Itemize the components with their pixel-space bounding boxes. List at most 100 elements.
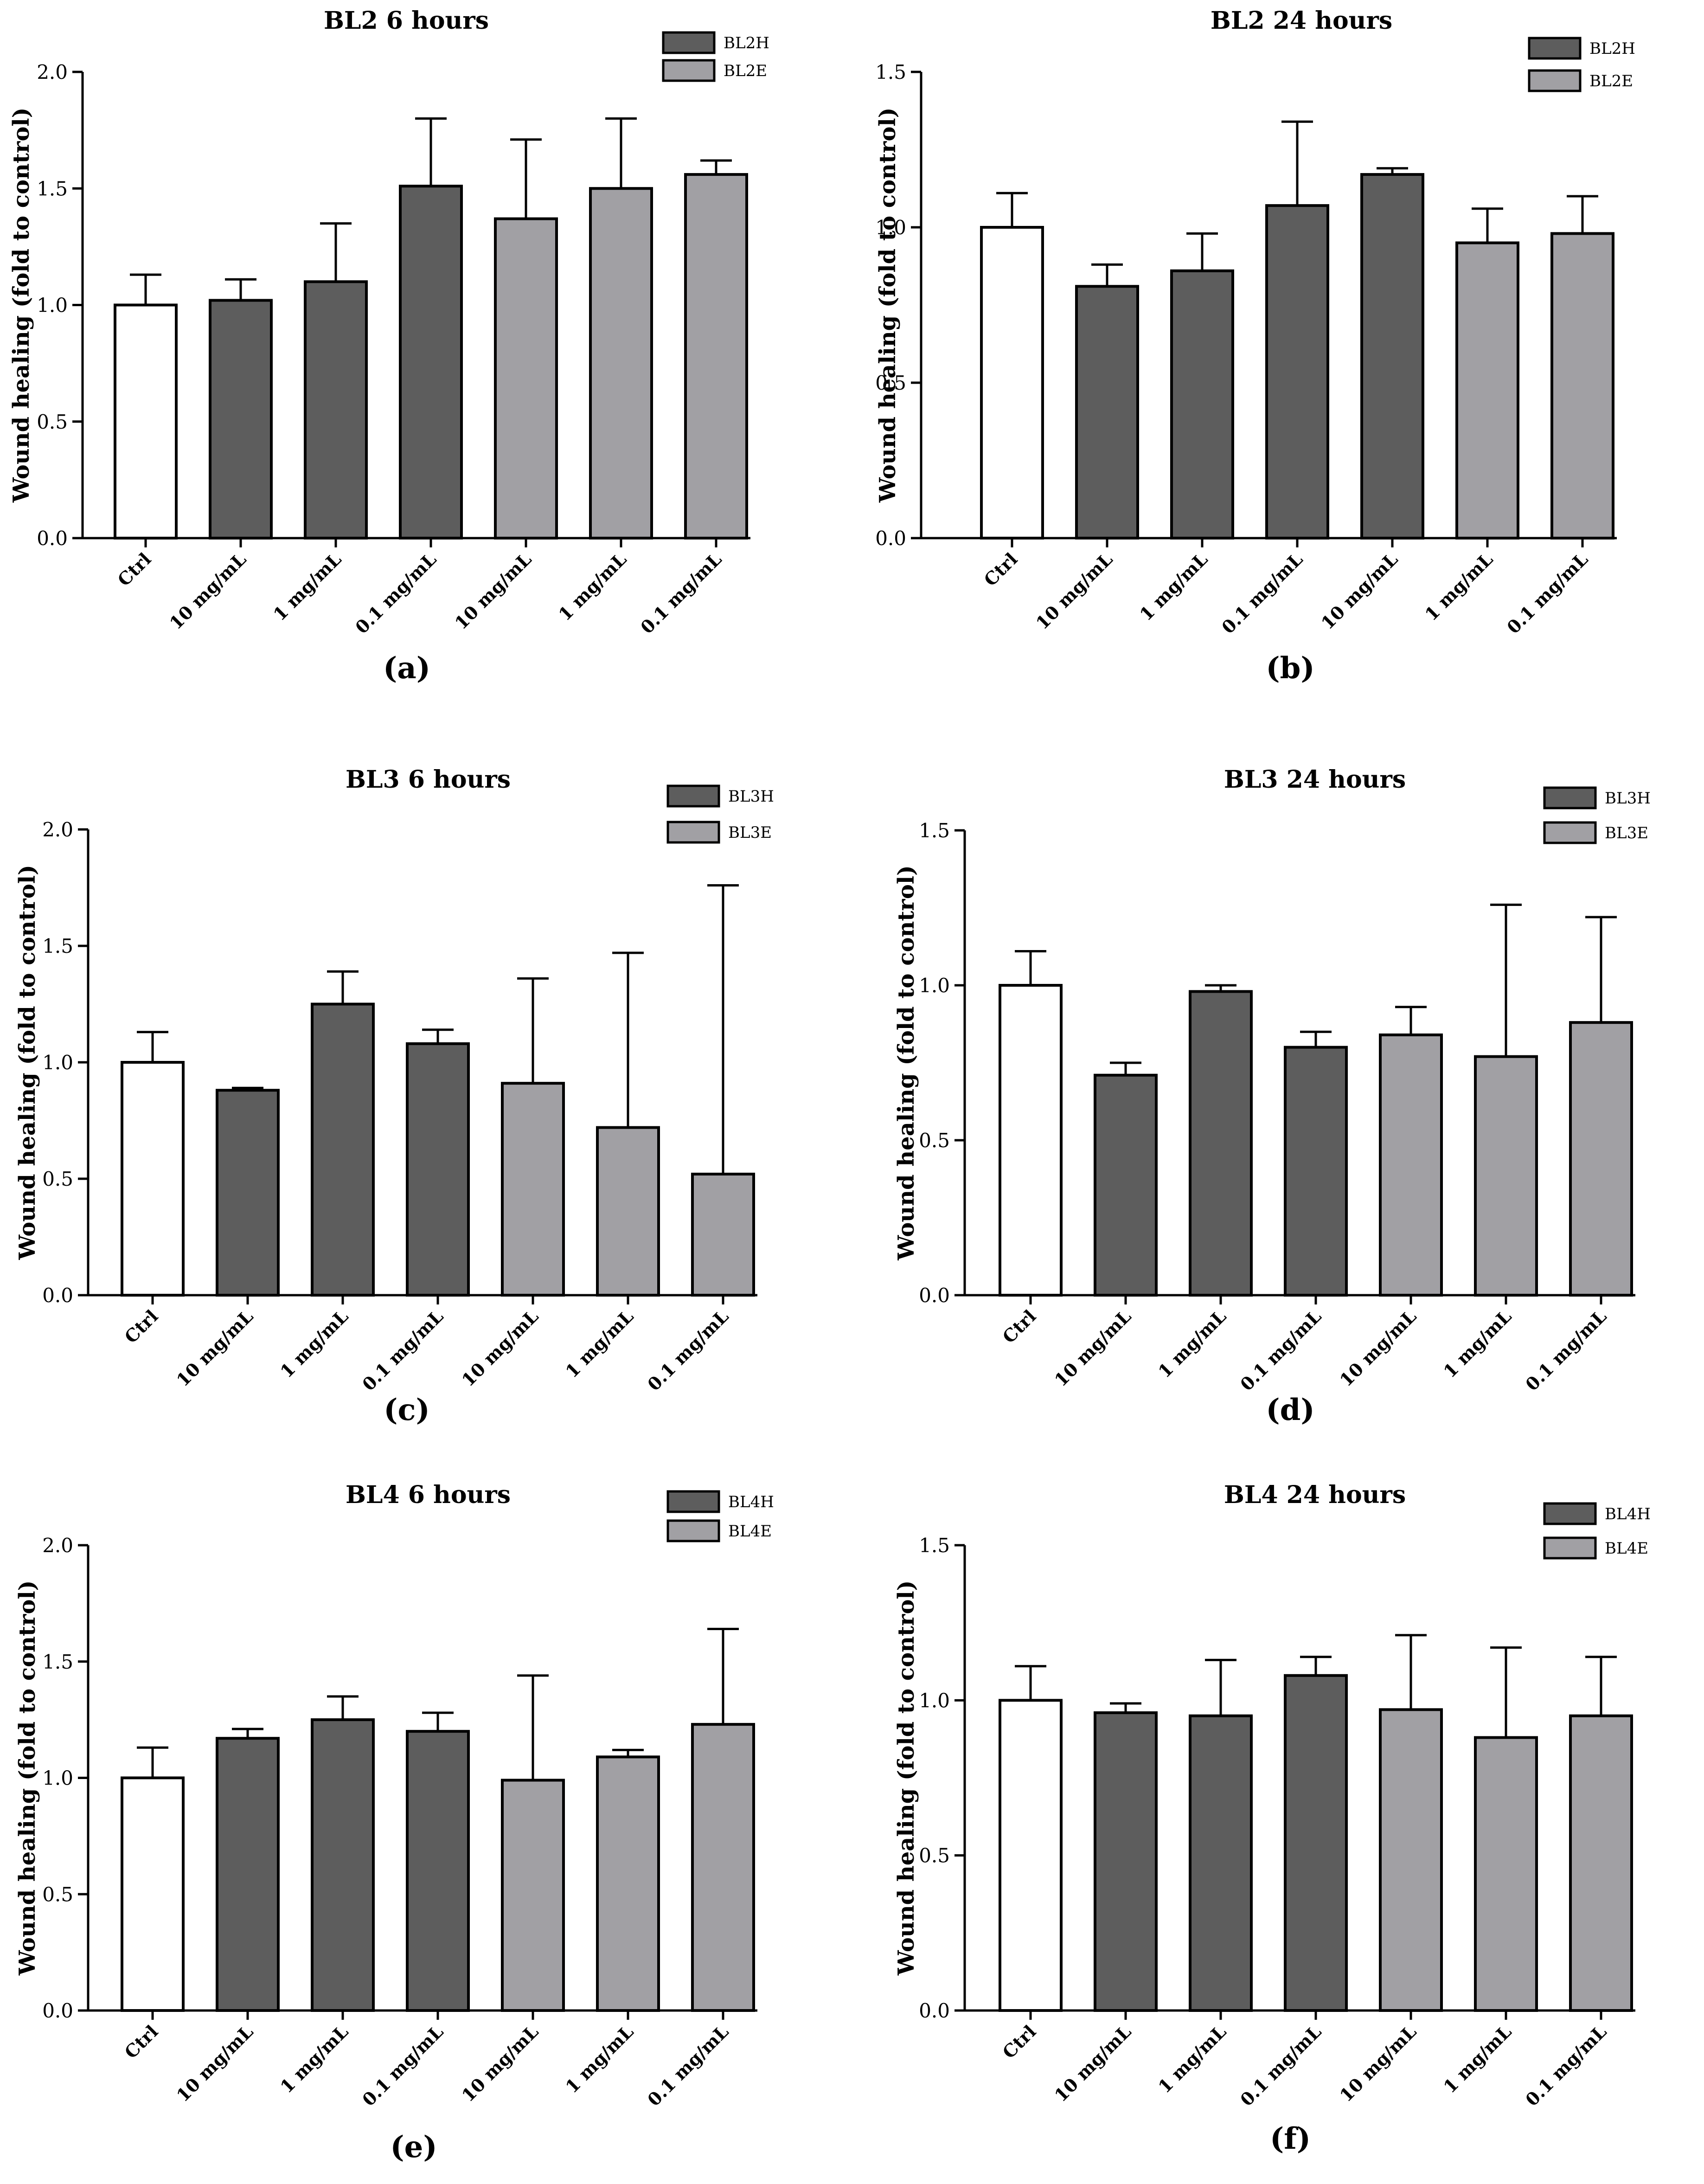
y-tick-label: 1.0 [875,216,906,239]
panel-label: (f) [1270,2121,1311,2156]
chart-title: BL2 24 hours [1211,6,1392,35]
x-tick-label: 0.1 mg/mL [358,1306,447,1395]
bar-h-3 [1284,1046,1348,1297]
x-tick-label: 1 mg/mL [1154,2021,1230,2097]
bar-e-5 [596,1755,660,2012]
legend-swatch-0 [1528,37,1582,60]
x-tick-label: 1 mg/mL [1439,2021,1515,2097]
bar-e-6 [691,1172,755,1297]
legend-entry: BL3H [728,787,774,806]
x-tick-label: 1 mg/mL [561,1306,637,1382]
x-tick-label: 10 mg/mL [1050,1306,1135,1391]
x-tick-label: 10 mg/mL [165,549,250,634]
x-tick-label: 0.1 mg/mL [1236,2021,1325,2110]
legend-entry: BL4H [728,1493,774,1511]
legend-entry: BL2E [724,62,767,80]
y-tick-label: 0.5 [919,1844,950,1867]
x-tick-label: 0.1 mg/mL [1521,1306,1610,1395]
x-tick-label: 1 mg/mL [276,1306,352,1382]
y-tick-label: 1.5 [42,935,73,957]
bar-h-2 [304,280,368,540]
bar-e-4 [501,1082,565,1297]
bar-e-6 [1569,1714,1633,2012]
bar-h-2 [1189,990,1253,1297]
legend-entry: BL2H [1589,39,1635,58]
bar-h-1 [1075,285,1139,540]
bar-e-5 [1474,1736,1538,2012]
y-tick-label: 0.5 [42,1883,73,1906]
x-tick-label: 1 mg/mL [1421,549,1497,625]
y-tick-label: 0.5 [919,1129,950,1152]
legend-entry: BL4E [728,1522,772,1541]
y-axis-label: Wound healing (fold to control) [893,865,919,1261]
chart-panel-f: BL4 24 hours Wound healing (fold to contr… [893,1481,1651,2156]
panel-label: (c) [384,1393,430,1427]
x-tick-label: 1 mg/mL [561,2021,637,2097]
y-tick-label: 2.0 [37,61,68,84]
chart-title: BL3 24 hours [1224,765,1406,794]
panel-label: (a) [383,651,430,686]
x-tick-label: 0.1 mg/mL [1503,549,1592,638]
x-tick-label: 1 mg/mL [554,549,630,625]
legend-swatch-0 [662,31,716,54]
chart-panel-c: BL3 6 hours Wound healing (fold to contro… [14,765,774,1427]
legend-swatch-1 [662,59,716,82]
x-tick-label: Ctrl [113,549,155,591]
x-tick-label: 10 mg/mL [1317,549,1402,634]
bar-e-6 [684,173,748,540]
x-tick-label: 10 mg/mL [1031,549,1116,634]
y-tick-label: 0.0 [875,527,906,550]
x-tick-label: 10 mg/mL [172,2021,257,2106]
x-tick-label: Ctrl [998,2021,1040,2063]
bar-h-1 [1094,1711,1158,2012]
x-tick-label: Ctrl [120,2021,162,2063]
chart-title: BL4 24 hours [1224,1481,1406,1509]
bar-e-6 [1550,232,1614,540]
y-tick-label: 1.5 [37,177,68,200]
x-tick-label: 0.1 mg/mL [358,2021,447,2110]
bar-ctrl-0 [999,984,1063,1297]
y-tick-label: 0.5 [875,372,906,394]
x-tick-label: 10 mg/mL [1335,1306,1420,1391]
y-tick-label: 1.5 [919,819,950,842]
chart-panel-e: BL4 6 hours Wound healing (fold to contro… [14,1481,774,2165]
x-tick-label: 0.1 mg/mL [636,549,725,638]
bar-e-5 [1474,1055,1538,1297]
bar-h-1 [209,299,273,540]
chart-title: BL4 6 hours [346,1481,511,1509]
legend-entry: BL2E [1589,72,1633,90]
legend-swatch-0 [666,1490,720,1513]
chart-panel-b: BL2 24 hours Wound healing (fold to contr… [875,6,1635,686]
y-tick-label: 0.5 [37,411,68,433]
legend-entry: BL4E [1605,1539,1648,1558]
chart-panel-d: BL3 24 hours Wound healing (fold to contr… [893,765,1651,1427]
bar-h-1 [1094,1073,1158,1297]
y-tick-label: 0.0 [42,1999,73,2022]
x-tick-label: 1 mg/mL [276,2021,352,2097]
y-axis-label: Wound healing (fold to control) [893,1580,919,1976]
bar-h-3 [399,185,463,540]
legend-swatch-1 [666,821,720,844]
bar-h-3 [406,1730,470,2012]
y-axis-label: Wound healing (fold to control) [875,108,901,503]
y-axis-label: Wound healing (fold to control) [14,865,40,1260]
x-tick-label: 0.1 mg/mL [1521,2021,1610,2110]
legend-entry: BL2H [724,34,769,52]
bar-e-6 [691,1723,755,2012]
bar-h-3 [1284,1674,1348,2012]
bar-h-2 [1170,269,1234,540]
y-axis-label: Wound healing (fold to control) [14,1580,40,1976]
y-tick-label: 0.5 [42,1168,73,1190]
bar-e-4 [494,217,558,540]
chart-panel-a: BL2 6 hours Wound healing (fold to contro… [8,6,769,686]
x-tick-label: Ctrl [998,1306,1040,1348]
legend-entry: BL3H [1605,789,1651,808]
x-tick-label: 1 mg/mL [269,549,345,625]
x-tick-label: 0.1 mg/mL [351,549,440,638]
y-tick-label: 2.0 [42,818,73,841]
x-tick-label: 0.1 mg/mL [1217,549,1307,638]
bar-e-4 [501,1779,565,2012]
chart-title: BL3 6 hours [346,765,511,794]
legend-swatch-1 [1543,821,1597,844]
